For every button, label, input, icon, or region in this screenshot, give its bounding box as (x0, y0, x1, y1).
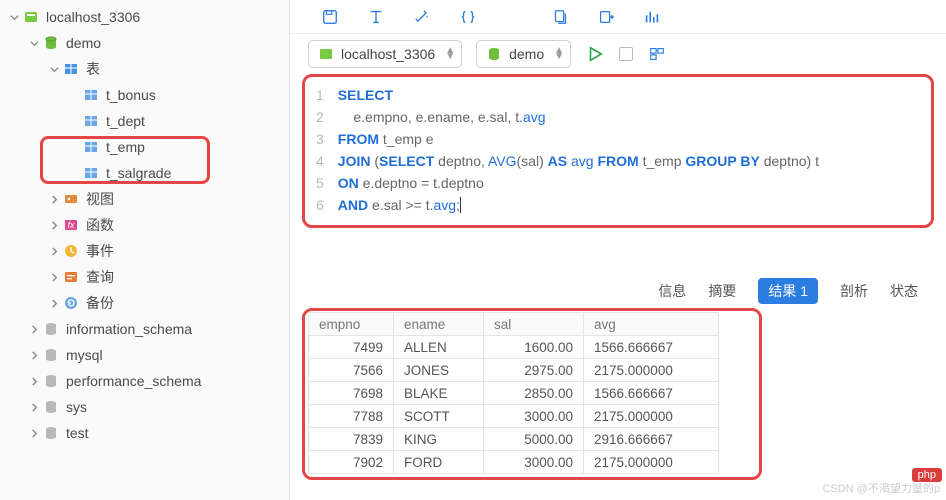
chevron-right-icon (28, 427, 40, 439)
chevron-right-icon (48, 245, 60, 257)
chevron-right-icon (28, 323, 40, 335)
tree-schema-mysql[interactable]: mysql (0, 342, 289, 368)
tree-schema-information_schema[interactable]: information_schema (0, 316, 289, 342)
connection-icon (22, 8, 40, 26)
tree-backups[interactable]: 备份 (0, 290, 289, 316)
col-ename[interactable]: ename (394, 313, 484, 336)
results-panel: empno ename sal avg 7499ALLEN1600.001566… (308, 312, 928, 474)
svg-text:fx: fx (67, 220, 75, 230)
chevron-down-icon (28, 37, 40, 49)
sidebar: localhost_3306 demo 表 t_bonust_deptt_emp… (0, 0, 290, 500)
result-tabs: 信息 摘要 结果 1 剖析 状态 (290, 270, 946, 312)
database-selector[interactable]: demo ▲▼ (476, 40, 571, 68)
export-icon[interactable] (596, 7, 616, 27)
tree-table-t_bonus[interactable]: t_bonus (0, 82, 289, 108)
selectors-row: localhost_3306 ▲▼ demo ▲▼ (290, 34, 946, 74)
tree-tables-folder[interactable]: 表 (0, 56, 289, 82)
table-row[interactable]: 7839KING5000.002916.666667 (309, 428, 719, 451)
chevron-right-icon (48, 193, 60, 205)
database-icon (42, 372, 60, 390)
database-icon (485, 45, 503, 63)
tree-table-t_emp[interactable]: t_emp (0, 134, 289, 160)
table-row[interactable]: 7566JONES2975.002175.000000 (309, 359, 719, 382)
toolbar (290, 0, 946, 34)
tree-functions[interactable]: fx 函数 (0, 212, 289, 238)
col-avg[interactable]: avg (584, 313, 719, 336)
tab-summary[interactable]: 摘要 (708, 281, 736, 301)
tree-connection[interactable]: localhost_3306 (0, 4, 289, 30)
format-icon[interactable] (366, 7, 386, 27)
queries-icon (62, 268, 80, 286)
chevron-down-icon (8, 11, 20, 23)
events-icon (62, 242, 80, 260)
brackets-icon[interactable] (458, 7, 478, 27)
table-row[interactable]: 7698BLAKE2850.001566.666667 (309, 382, 719, 405)
views-icon (62, 190, 80, 208)
results-table: empno ename sal avg 7499ALLEN1600.001566… (308, 312, 719, 474)
connection-selector[interactable]: localhost_3306 ▲▼ (308, 40, 462, 68)
tree-events[interactable]: 事件 (0, 238, 289, 264)
database-icon (42, 320, 60, 338)
chevron-right-icon (28, 401, 40, 413)
chevron-right-icon (48, 271, 60, 283)
table-row[interactable]: 7499ALLEN1600.001566.666667 (309, 336, 719, 359)
functions-icon: fx (62, 216, 80, 234)
magic-icon[interactable] (412, 7, 432, 27)
connection-icon (317, 45, 335, 63)
table-row[interactable]: 7902FORD3000.002175.000000 (309, 451, 719, 474)
tree-schema-test[interactable]: test (0, 420, 289, 446)
sql-editor[interactable]: 123456 SELECT e.empno, e.ename, e.sal, t… (308, 80, 928, 220)
tree-database[interactable]: demo (0, 30, 289, 56)
sql-code: SELECT e.empno, e.ename, e.sal, t.avg FR… (338, 84, 819, 216)
database-icon (42, 424, 60, 442)
save-icon[interactable] (320, 7, 340, 27)
database-label: demo (66, 35, 101, 51)
tables-label: 表 (86, 59, 100, 79)
tables-icon (62, 60, 80, 78)
chevron-right-icon (28, 349, 40, 361)
tab-result[interactable]: 结果 1 (758, 278, 818, 304)
tab-info[interactable]: 信息 (658, 281, 686, 301)
stepper-icon: ▲▼ (445, 48, 455, 60)
tree-queries[interactable]: 查询 (0, 264, 289, 290)
tree-table-t_salgrade[interactable]: t_salgrade (0, 160, 289, 186)
col-empno[interactable]: empno (309, 313, 394, 336)
col-sal[interactable]: sal (484, 313, 584, 336)
backups-icon (62, 294, 80, 312)
line-gutter: 123456 (308, 84, 338, 216)
watermark: CSDN @不渴望力量的p (822, 480, 940, 496)
explain-icon[interactable] (647, 44, 667, 64)
copy-icon[interactable] (550, 7, 570, 27)
tree-schema-performance_schema[interactable]: performance_schema (0, 368, 289, 394)
table-icon (82, 112, 100, 130)
chevron-right-icon (28, 375, 40, 387)
chevron-down-icon (48, 63, 60, 75)
table-icon (82, 86, 100, 104)
tree-table-t_dept[interactable]: t_dept (0, 108, 289, 134)
tab-status[interactable]: 状态 (890, 281, 918, 301)
main-panel: localhost_3306 ▲▼ demo ▲▼ 123456 SELECT … (290, 0, 946, 500)
database-icon (42, 398, 60, 416)
database-icon (42, 346, 60, 364)
tab-analyze[interactable]: 剖析 (840, 281, 868, 301)
tree-views[interactable]: 视图 (0, 186, 289, 212)
table-row[interactable]: 7788SCOTT3000.002175.000000 (309, 405, 719, 428)
connection-label: localhost_3306 (46, 9, 140, 25)
chevron-right-icon (48, 297, 60, 309)
table-icon (82, 164, 100, 182)
stop-button[interactable] (619, 47, 633, 61)
run-button[interactable] (585, 44, 605, 64)
chevron-right-icon (48, 219, 60, 231)
database-icon (42, 34, 60, 52)
stepper-icon: ▲▼ (554, 48, 564, 60)
tree-schema-sys[interactable]: sys (0, 394, 289, 420)
chart-icon[interactable] (642, 7, 662, 27)
table-icon (82, 138, 100, 156)
